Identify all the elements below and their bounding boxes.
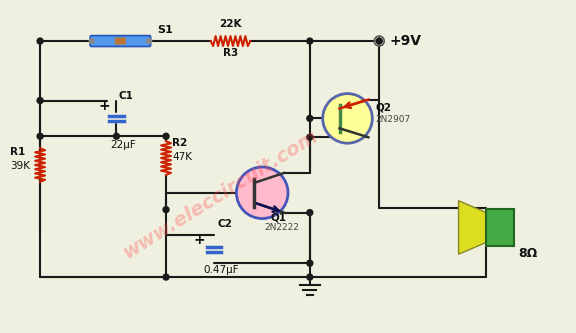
Circle shape (37, 38, 43, 44)
Circle shape (307, 274, 313, 280)
Circle shape (37, 98, 43, 104)
Circle shape (163, 274, 169, 280)
Circle shape (89, 39, 94, 44)
Circle shape (37, 133, 43, 139)
Circle shape (307, 210, 313, 215)
Text: 22K: 22K (219, 19, 242, 29)
Text: 47K: 47K (172, 152, 192, 162)
Text: C1: C1 (119, 91, 133, 101)
Circle shape (113, 133, 119, 139)
Circle shape (323, 94, 372, 143)
Circle shape (376, 38, 382, 44)
Circle shape (377, 39, 382, 44)
Text: Q1: Q1 (270, 212, 286, 222)
Text: 0.47μF: 0.47μF (204, 265, 240, 275)
Text: R1: R1 (10, 147, 25, 157)
Bar (486, 209, 514, 246)
FancyBboxPatch shape (115, 38, 126, 45)
Text: S1: S1 (157, 25, 173, 35)
Circle shape (163, 207, 169, 212)
Circle shape (307, 116, 313, 122)
Text: 39K: 39K (10, 161, 31, 171)
Circle shape (147, 39, 151, 44)
Circle shape (307, 38, 313, 44)
Text: 2N2907: 2N2907 (376, 115, 411, 124)
Circle shape (307, 134, 313, 140)
Circle shape (236, 167, 288, 218)
Circle shape (374, 36, 384, 46)
Polygon shape (458, 201, 486, 254)
Text: R2: R2 (172, 138, 187, 148)
Circle shape (307, 260, 313, 266)
Circle shape (163, 133, 169, 139)
Text: 22μF: 22μF (111, 140, 137, 150)
FancyBboxPatch shape (90, 36, 151, 47)
Text: +: + (98, 100, 110, 114)
Text: +: + (194, 233, 206, 247)
Text: C2: C2 (218, 219, 233, 229)
Text: 8Ω: 8Ω (518, 247, 537, 260)
Text: +9V: +9V (389, 34, 421, 48)
Text: Q2: Q2 (376, 103, 391, 113)
Text: R3: R3 (223, 48, 238, 58)
Text: www.eleccircuit.com: www.eleccircuit.com (119, 127, 321, 263)
Text: 2N2222: 2N2222 (264, 223, 299, 232)
